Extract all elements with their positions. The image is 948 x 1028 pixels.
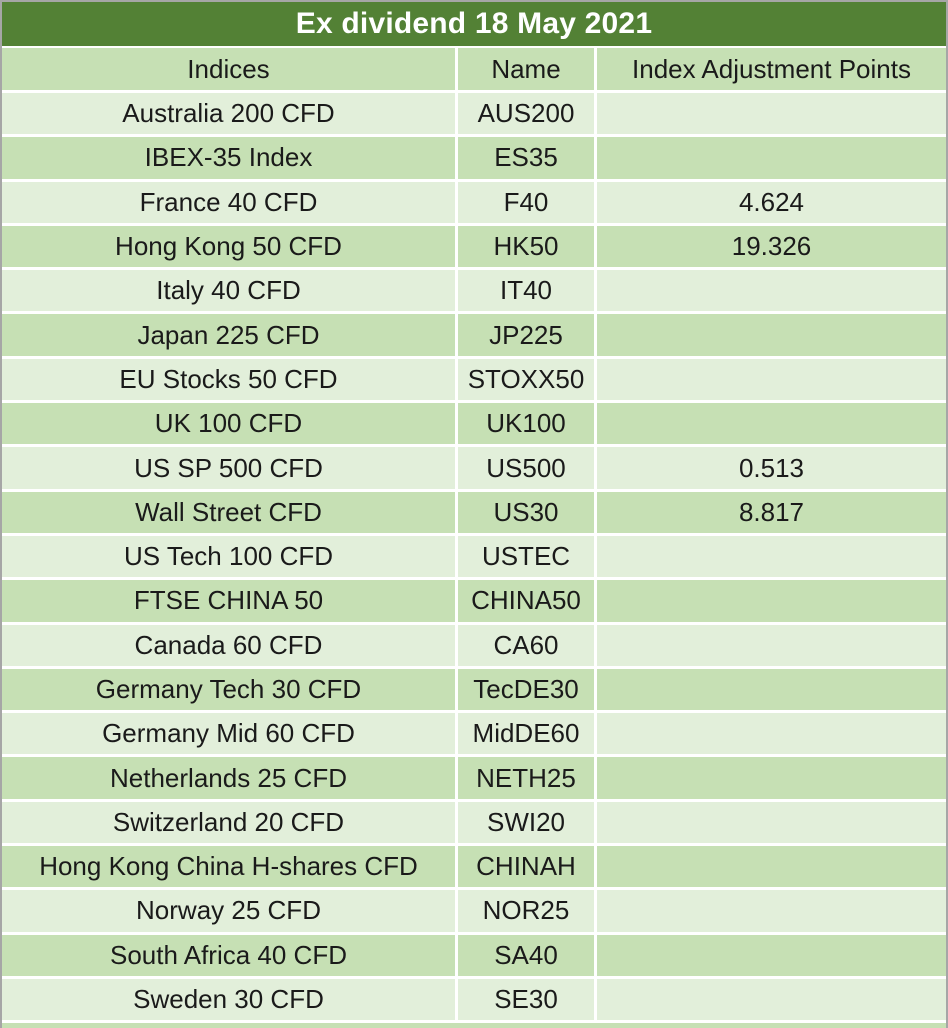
cell-name: SA40 [458,934,597,979]
cell-indices: US Tech 100 CFD [2,535,458,581]
cell-name: USTEC [458,535,597,581]
cell-name: SE30 [458,978,597,1024]
cell-adjustment-points [597,137,946,182]
table-row: Netherlands 25 CFD NETH25 [2,757,946,802]
cell-adjustment-points [597,978,946,1024]
cell-name: TecDE30 [458,668,597,714]
table-row: Japan 225 CFD JP225 [2,314,946,359]
table-body: Australia 200 CFD AUS200 IBEX-35 Index E… [2,93,946,1024]
cell-name: CHINAH [458,846,597,891]
cell-adjustment-points: 8.817 [597,491,946,536]
table-row: Norway 25 CFD NOR25 [2,890,946,935]
table-row: US Tech 100 CFD USTEC [2,535,946,581]
table-row: UK 100 CFD UK100 [2,403,946,448]
table-row: Germany Tech 30 CFD TecDE30 [2,668,946,714]
cell-adjustment-points [597,846,946,891]
cell-indices: Germany Tech 30 CFD [2,668,458,714]
cell-name: CHINA50 [458,580,597,625]
cell-indices: Germany Mid 60 CFD [2,713,458,758]
cell-name: CA60 [458,624,597,669]
table-row: EU Stocks 50 CFD STOXX50 [2,358,946,404]
cell-indices: Italy 40 CFD [2,270,458,315]
cell-adjustment-points [597,624,946,669]
cell-indices: France 40 CFD [2,181,458,226]
cell-name: SWI20 [458,801,597,847]
cell-indices: Switzerland 20 CFD [2,801,458,847]
cell-indices: IBEX-35 Index [2,137,458,182]
cell-adjustment-points [597,314,946,359]
cell-indices: Hong Kong China H-shares CFD [2,846,458,891]
column-header-name: Name [458,48,597,93]
cell-adjustment-points: 19.326 [597,225,946,271]
cell-name: US30 [458,491,597,536]
cell-name: US500 [458,447,597,492]
cell-adjustment-points [597,934,946,979]
table-row: FTSE CHINA 50 CHINA50 [2,580,946,625]
cell-adjustment-points [597,270,946,315]
cell-name: ES35 [458,137,597,182]
cell-name: NOR25 [458,890,597,935]
cell-name: F40 [458,181,597,226]
cell-name: AUS200 [458,93,597,138]
cell-name: JP225 [458,314,597,359]
table-row: France 40 CFD F40 4.624 [2,181,946,226]
header-row: Indices Name Index Adjustment Points [2,48,946,93]
cell-indices: Canada 60 CFD [2,624,458,669]
cell-adjustment-points [597,890,946,935]
cell-adjustment-points [597,403,946,448]
table-row: US SP 500 CFD US500 0.513 [2,447,946,492]
column-header-indices: Indices [2,48,458,93]
cell-name: HK50 [458,225,597,271]
cell-name: MidDE60 [458,713,597,758]
cell-adjustment-points [597,757,946,802]
cell-indices: UK 100 CFD [2,403,458,448]
cell-adjustment-points [597,358,946,404]
table-row: South Africa 40 CFD SA40 [2,934,946,979]
cell-indices: Australia 200 CFD [2,93,458,138]
cell-indices: US SP 500 CFD [2,447,458,492]
column-header-adjustment-points: Index Adjustment Points [597,48,946,93]
table-row: Sweden 30 CFD SE30 [2,978,946,1024]
cell-name: NETH25 [458,757,597,802]
table-row: Switzerland 20 CFD SWI20 [2,801,946,847]
cell-adjustment-points [597,668,946,714]
table-row: Wall Street CFD US30 8.817 [2,491,946,536]
table-row: Germany Mid 60 CFD MidDE60 [2,713,946,758]
cell-name: IT40 [458,270,597,315]
cell-indices: EU Stocks 50 CFD [2,358,458,404]
cell-adjustment-points [597,93,946,138]
cell-adjustment-points [597,801,946,847]
dividend-table: Indices Name Index Adjustment Points Aus… [2,48,946,1024]
table-row: Hong Kong 50 CFD HK50 19.326 [2,225,946,271]
cell-adjustment-points: 4.624 [597,181,946,226]
table-title: Ex dividend 18 May 2021 [2,2,946,46]
table-row: Hong Kong China H-shares CFD CHINAH [2,846,946,891]
cell-adjustment-points: 0.513 [597,447,946,492]
cell-indices: Sweden 30 CFD [2,978,458,1024]
cell-indices: FTSE CHINA 50 [2,580,458,625]
cell-indices: Hong Kong 50 CFD [2,225,458,271]
cell-adjustment-points [597,713,946,758]
cell-adjustment-points [597,535,946,581]
table-row: Canada 60 CFD CA60 [2,624,946,669]
next-row-partial [2,1023,946,1028]
cell-indices: Wall Street CFD [2,491,458,536]
cell-indices: Japan 225 CFD [2,314,458,359]
cell-adjustment-points [597,580,946,625]
table-row: Australia 200 CFD AUS200 [2,93,946,138]
table-row: Italy 40 CFD IT40 [2,270,946,315]
table-row: IBEX-35 Index ES35 [2,137,946,182]
cell-indices: Netherlands 25 CFD [2,757,458,802]
cell-name: STOXX50 [458,358,597,404]
cell-indices: Norway 25 CFD [2,890,458,935]
cell-name: UK100 [458,403,597,448]
cell-indices: South Africa 40 CFD [2,934,458,979]
